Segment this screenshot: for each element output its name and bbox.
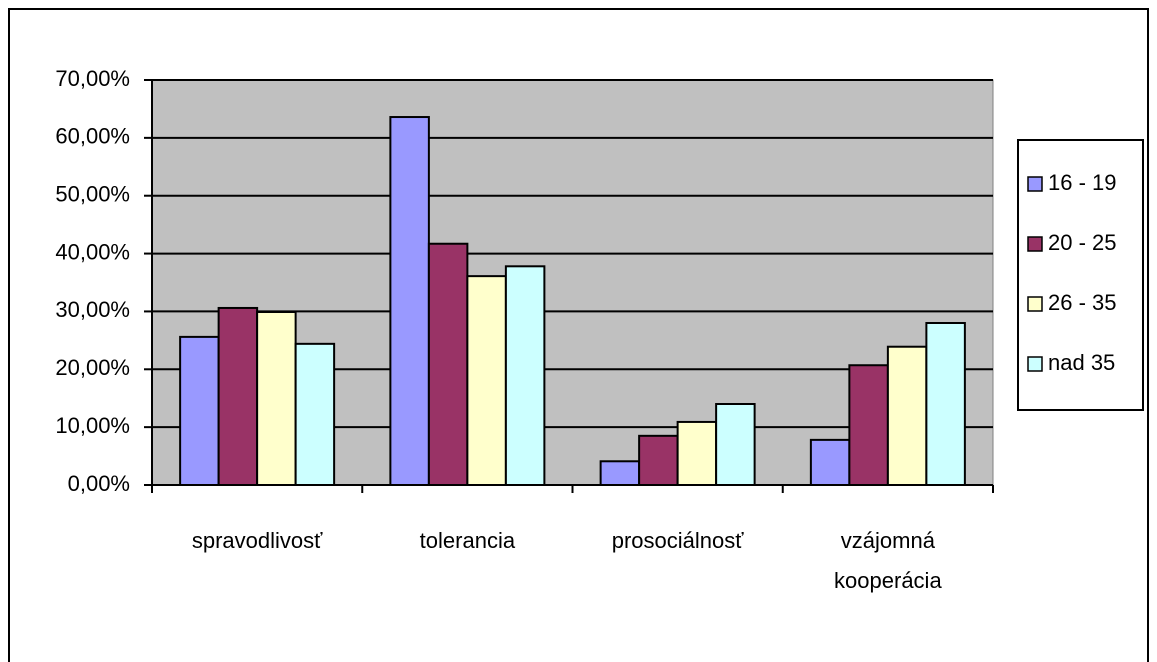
legend-swatch [1027,296,1043,312]
bar [466,275,507,486]
bar [809,438,851,486]
legend-label: 26 - 35 [1048,290,1117,315]
legend-swatch [1027,176,1043,192]
bar [676,420,718,486]
bar [715,403,756,486]
x-tick-label: prosociálnosť [611,528,744,553]
legend-swatch [1027,236,1043,252]
y-tick-label: 0,00% [68,471,130,496]
y-tick-label: 10,00% [55,413,130,438]
y-tick-label: 20,00% [55,355,130,380]
bar [294,342,336,487]
bar [179,335,220,486]
bar [256,311,297,486]
x-tick-label: spravodlivosť [191,528,323,553]
bar [925,322,966,486]
legend-swatch [1027,356,1043,372]
legend-label: nad 35 [1048,350,1115,375]
y-tick-label: 30,00% [55,297,130,322]
bar [599,460,641,486]
bar [389,116,430,487]
y-tick-label: 40,00% [55,239,130,264]
bar [217,306,259,487]
x-tick-label: tolerancia [419,528,516,553]
bar [886,345,928,486]
bar [427,242,469,486]
y-tick-label: 70,00% [55,66,130,91]
bar [638,434,679,487]
legend-label: 16 - 19 [1048,170,1117,195]
x-tick-label: vzájomná kooperácia [834,528,942,593]
bar [504,265,546,486]
legend-label: 20 - 25 [1048,230,1117,255]
y-tick-label: 50,00% [55,182,130,207]
bar [848,364,889,486]
y-tick-label: 60,00% [55,124,130,149]
